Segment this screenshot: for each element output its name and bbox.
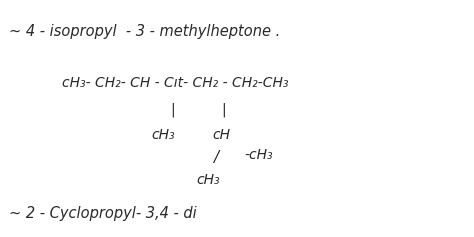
Text: cH₃: cH₃ bbox=[152, 128, 175, 142]
Text: ~ 4 - isopropyl  - 3 - methylheptone .: ~ 4 - isopropyl - 3 - methylheptone . bbox=[9, 24, 281, 39]
Text: ~ 2 - Cyclopropyl- 3,4 - di: ~ 2 - Cyclopropyl- 3,4 - di bbox=[9, 206, 197, 221]
Text: -cH₃: -cH₃ bbox=[244, 148, 273, 162]
Text: |: | bbox=[221, 103, 226, 118]
Text: cH: cH bbox=[212, 128, 230, 142]
Text: /: / bbox=[213, 150, 218, 165]
Text: cH₃: cH₃ bbox=[197, 173, 220, 187]
Text: cH₃- CH₂- CH - Cıt- CH₂ - CH₂-CH₃: cH₃- CH₂- CH - Cıt- CH₂ - CH₂-CH₃ bbox=[62, 76, 288, 90]
Text: |: | bbox=[171, 103, 175, 118]
